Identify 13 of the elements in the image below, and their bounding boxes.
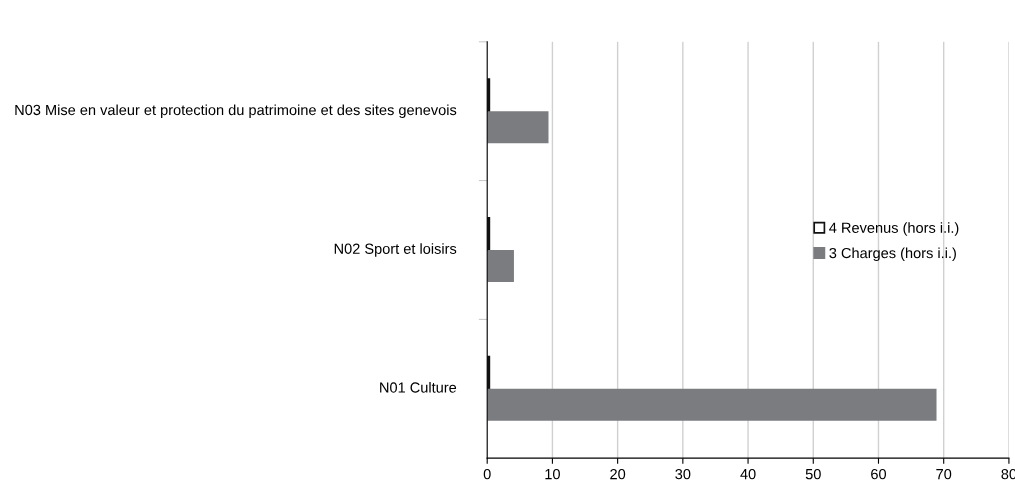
- y-tick-label: N02 Sport et loisirs: [334, 243, 457, 257]
- x-tick-label: 40: [740, 468, 756, 480]
- x-tick-label: 50: [805, 468, 821, 480]
- x-tick-label: 60: [871, 468, 887, 480]
- legend-label: 3 Charges (hors i.i.): [829, 247, 956, 262]
- x-tick-label: 70: [936, 468, 952, 480]
- x-tick-label: 20: [610, 468, 626, 480]
- x-tick-label: 0: [483, 468, 491, 480]
- y-tick-label: N03 Mise en valeur et protection du patrimoine et des sites genevois: [15, 104, 457, 119]
- x-tick-label: 30: [675, 468, 691, 480]
- x-tick-label: 10: [545, 468, 560, 480]
- y-tick-label: N01 Culture: [380, 381, 457, 393]
- legend-label: 4 Revenus (hors i.i.): [829, 222, 959, 236]
